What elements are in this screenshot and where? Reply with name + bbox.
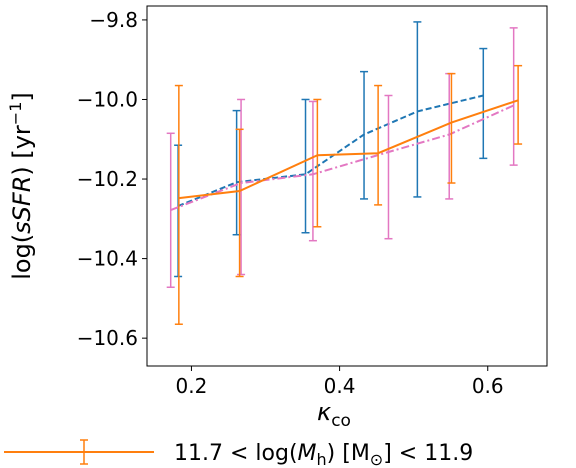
legend-entry: 11.7 < log(Mh) [M⊙] < 11.9	[4, 439, 473, 468]
y-axis-label: log(sSFR) [yr−1]	[6, 92, 36, 280]
series-layer	[166, 21, 523, 325]
ticks-layer: 0.2 0.4 0.6 −10.6 −10.4 −10.2 −10.0 −9.8	[77, 8, 504, 398]
series-1	[166, 27, 518, 288]
error-bar	[166, 132, 175, 288]
x-tick-label: 0.2	[176, 374, 208, 398]
error-bar	[509, 27, 518, 166]
y-tick-label: −10.6	[77, 326, 138, 350]
error-bar	[308, 100, 317, 242]
legend: 11.7 < log(Mh) [M⊙] < 11.9	[4, 439, 473, 468]
series-0	[174, 21, 488, 278]
series-line	[177, 94, 484, 208]
error-bar	[479, 47, 488, 160]
plot-frame	[146, 5, 548, 367]
y-tick-label: −9.8	[89, 8, 138, 32]
svg-text:log(sSFR) [yr−1]: log(sSFR) [yr−1]	[6, 92, 36, 280]
error-bar	[301, 98, 310, 234]
series-line	[170, 104, 515, 212]
error-bar	[374, 84, 383, 206]
svg-text:κco: κco	[317, 398, 351, 431]
y-tick-label: −10.4	[77, 247, 138, 271]
legend-label: 11.7 < log(Mh) [M⊙] < 11.9	[174, 441, 473, 468]
error-bar	[235, 128, 244, 278]
series-line	[178, 99, 519, 200]
error-bar	[514, 64, 523, 145]
error-bar	[413, 21, 422, 198]
error-bar	[447, 72, 456, 184]
y-tick-label: −10.0	[77, 87, 138, 111]
error-bar	[237, 98, 246, 276]
x-axis-label: κco	[317, 398, 351, 431]
error-bar	[384, 94, 393, 240]
y-tick-label: −10.2	[77, 167, 138, 191]
x-tick-label: 0.4	[324, 374, 356, 398]
x-tick-label: 0.6	[472, 374, 504, 398]
series-2	[174, 64, 523, 325]
error-bar	[313, 98, 322, 228]
error-bar	[174, 84, 183, 325]
